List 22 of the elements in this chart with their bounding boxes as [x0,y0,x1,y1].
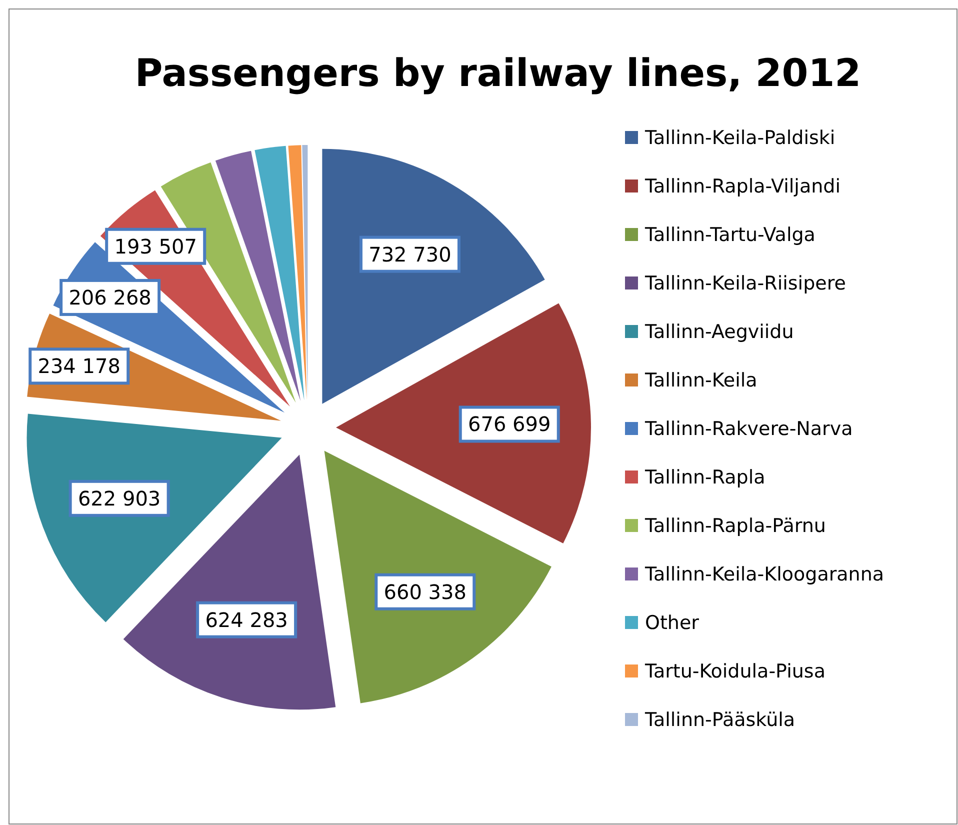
legend-label: Tartu-Koidula-Piusa [644,660,826,682]
legend-label: Tallinn-Rapla-Viljandi [644,176,840,198]
legend-label: Tallinn-Keila-Paldiski [644,127,836,149]
data-label: 234 178 [38,354,120,378]
data-label: 193 507 [114,234,197,258]
legend-label: Tallinn-Keila [644,370,758,392]
data-label: 676 699 [468,412,551,436]
data-label: 622 903 [78,486,161,510]
legend-label: Tallinn-Rakvere-Narva [644,418,853,440]
legend-label: Other [645,612,700,634]
chart-title: Passengers by railway lines, 2012 [134,51,862,95]
legend-label: Tallinn-Aegviidu [644,321,794,343]
data-label: 732 730 [368,242,452,266]
legend-label: Tallinn-Rapla-Pärnu [644,515,826,537]
data-label: 660 338 [384,580,466,604]
legend-label: Tallinn-Keila-Kloogaranna [644,564,884,586]
data-label: 624 283 [205,608,288,632]
legend-label: Tallinn-Keila-Riisipere [644,272,846,294]
data-label: 206 268 [68,285,152,310]
legend-label: Tallinn-Tartu-Valga [644,224,816,246]
legend-label: Tallinn-Rapla [644,466,766,488]
legend-label: Tallinn-Pääsküla [644,709,796,731]
